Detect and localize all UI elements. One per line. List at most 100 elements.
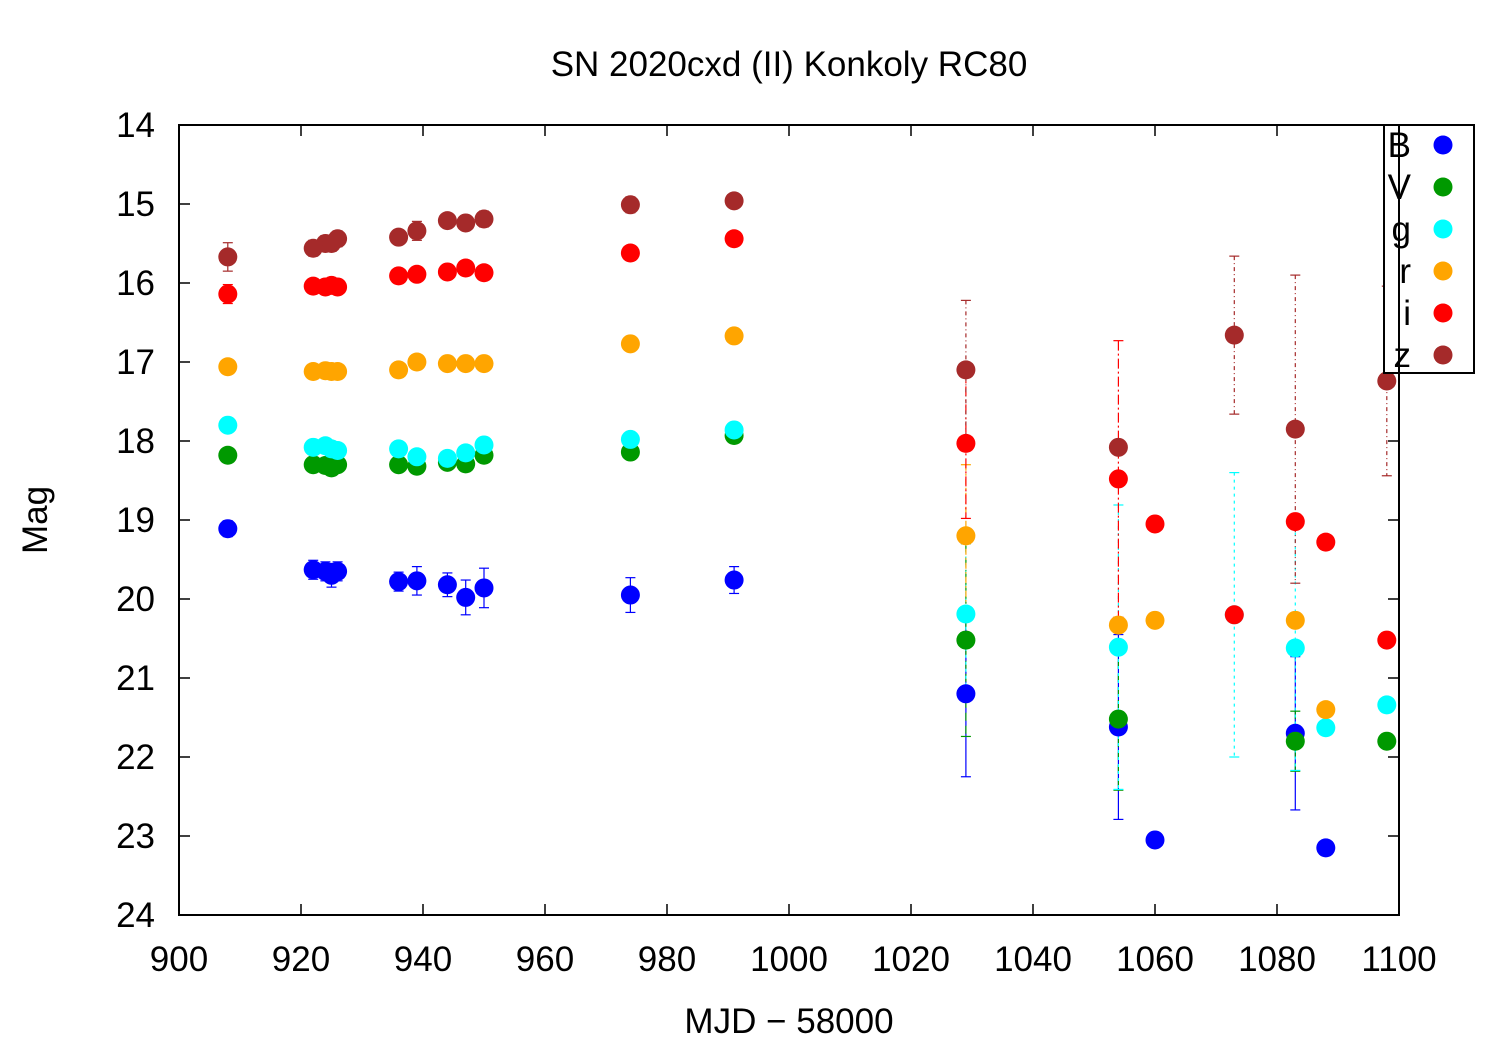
x-tick-label: 1020 [872,940,950,979]
data-point-r [389,360,409,380]
data-point-V [956,630,976,650]
data-point-g [474,435,494,455]
y-tick-label: 24 [116,896,155,935]
data-point-r [724,326,744,346]
data-point-g [1108,637,1128,657]
data-point-z [328,229,348,249]
data-point-r [456,354,476,374]
data-point-r [407,352,427,372]
data-point-i [407,264,427,284]
legend-label-r: r [1399,252,1411,291]
data-point-i [1108,469,1128,489]
data-point-g [1316,718,1336,738]
data-point-i [1285,512,1305,532]
data-point-z [1285,419,1305,439]
data-point-i [724,229,744,249]
data-point-z [456,213,476,233]
data-point-V [1108,709,1128,729]
data-point-r [1108,615,1128,635]
data-point-z [474,209,494,229]
x-tick-label: 900 [150,940,208,979]
x-tick-label: 1000 [750,940,828,979]
data-point-g [456,443,476,463]
x-tick-label: 960 [516,940,574,979]
data-point-r [474,354,494,374]
data-point-g [328,440,348,460]
data-point-i [456,258,476,278]
legend-marker-V [1433,177,1453,197]
data-point-i [218,284,238,304]
data-point-B [724,570,744,590]
data-point-i [1377,630,1397,650]
data-point-g [1377,695,1397,715]
x-tick-label: 1100 [1361,940,1436,979]
data-point-z [1108,437,1128,457]
y-tick-label: 23 [116,817,155,856]
data-point-B [328,561,348,581]
x-tick-label: 940 [394,940,452,979]
data-point-i [437,262,457,282]
x-tick-label: 1040 [994,940,1072,979]
legend-marker-g [1433,219,1453,239]
y-tick-label: 16 [116,264,155,303]
y-tick-label: 22 [116,738,155,777]
data-point-g [956,604,976,624]
data-point-g [1285,638,1305,658]
chart-title: SN 2020cxd (II) Konkoly RC80 [551,45,1028,84]
legend-label-g: g [1392,210,1411,249]
data-point-V [389,455,409,475]
data-point-B [437,575,457,595]
data-point-B [218,519,238,539]
data-point-r [1285,610,1305,630]
data-point-B [620,585,640,605]
data-point-i [474,263,494,283]
data-point-V [218,445,238,465]
data-point-B [1145,830,1165,850]
data-point-g [407,447,427,467]
data-point-B [456,587,476,607]
y-tick-label: 17 [116,343,155,382]
data-point-g [620,429,640,449]
x-axis-label: MJD − 58000 [684,1002,893,1041]
data-point-i [328,277,348,297]
data-point-r [620,334,640,354]
data-point-r [1145,610,1165,630]
data-point-V [1285,731,1305,751]
x-tick-label: 980 [638,940,696,979]
y-tick-label: 19 [116,501,155,540]
legend-marker-z [1433,345,1453,365]
data-point-z [1224,325,1244,345]
data-point-g [437,448,457,468]
legend-label-z: z [1394,336,1412,375]
x-tick-label: 1080 [1238,940,1316,979]
data-point-g [724,420,744,440]
legend-marker-B [1433,135,1453,155]
data-points [218,191,1397,858]
data-point-i [1224,605,1244,625]
data-point-B [407,571,427,591]
x-tick-label: 920 [272,940,330,979]
legend-marker-i [1433,303,1453,323]
error-bars [222,195,1392,821]
data-point-z [218,247,238,267]
data-point-z [1377,371,1397,391]
legend-label-i: i [1403,294,1411,333]
legend-marker-r [1433,261,1453,281]
data-point-V [1377,731,1397,751]
x-tick-label: 1060 [1116,940,1194,979]
data-point-i [389,266,409,286]
plot-frame [178,124,1400,916]
data-point-i [620,243,640,263]
axes: 900 920 940 960 980 1000 1020 1040 1060 1080 1100 1… [116,106,1437,979]
data-point-z [956,360,976,380]
data-point-V [328,455,348,475]
y-tick-label: 15 [116,185,155,224]
data-point-z [620,195,640,215]
y-tick-label: 18 [116,422,155,461]
y-tick-label: 14 [116,106,155,145]
data-point-r [437,354,457,374]
data-point-r [1316,700,1336,720]
